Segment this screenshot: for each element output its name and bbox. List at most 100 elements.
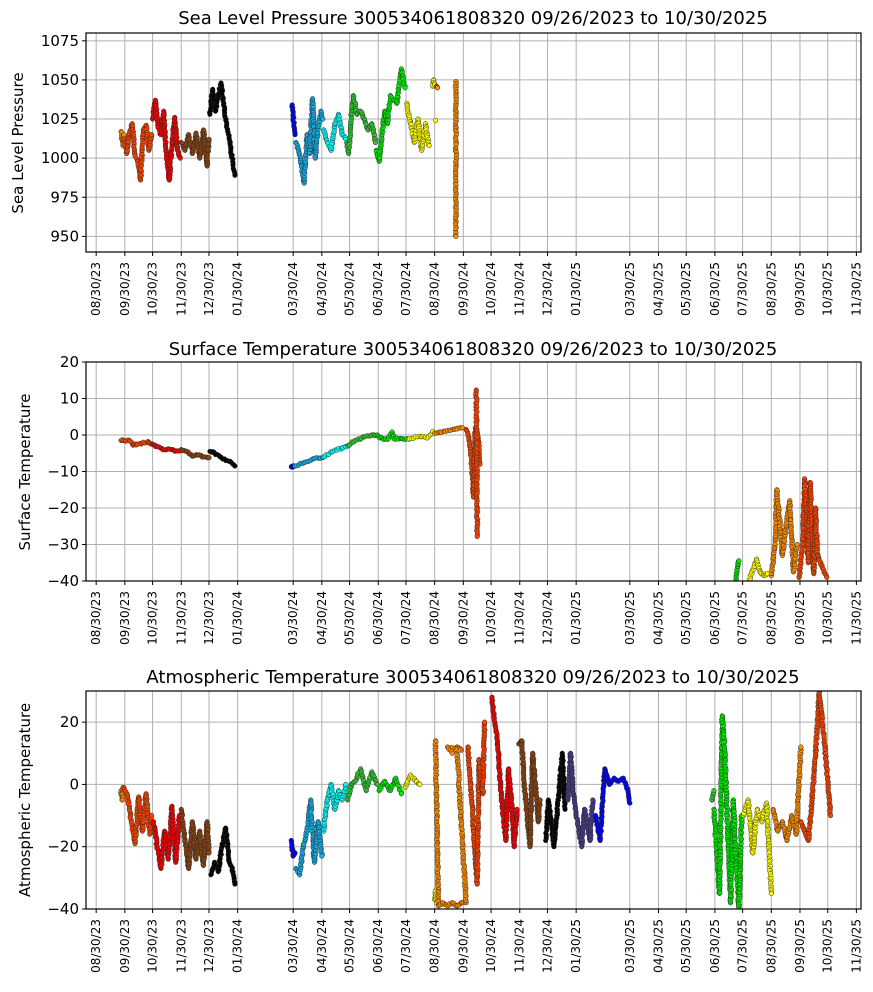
y-axis-label: Atmospheric Temperature (16, 703, 34, 897)
series-blue (593, 766, 633, 844)
x-tick-label: 10/30/23 (146, 591, 160, 645)
data-point (562, 806, 568, 812)
data-point (736, 558, 742, 564)
x-tick-label: 05/30/25 (679, 591, 693, 645)
y-tick-label: 1000 (41, 149, 79, 167)
data-point (482, 719, 488, 725)
series-red (489, 694, 520, 850)
data-point (627, 800, 633, 806)
series-cyan (320, 781, 349, 834)
y-tick-label: 20 (60, 353, 79, 371)
data-point (343, 781, 349, 787)
x-tick-label: 10/30/25 (821, 262, 835, 316)
series-brown (178, 127, 212, 169)
series-limegreen (345, 766, 380, 803)
grid (86, 33, 861, 252)
x-tick-label: 04/30/25 (651, 262, 665, 316)
data-point (426, 143, 432, 149)
y-tick-label: 0 (69, 426, 79, 444)
x-tick-label: 10/30/24 (484, 591, 498, 645)
data-point (206, 850, 212, 856)
series-red (150, 803, 182, 872)
x-tick-label: 07/30/24 (399, 591, 413, 645)
x-tick-label: 07/30/24 (399, 262, 413, 316)
x-tick-label: 03/30/25 (623, 262, 637, 316)
x-tick-label: 08/30/25 (764, 262, 778, 316)
atmospheric-temperature-chart: Atmospheric Temperature 300534061808320 … (16, 667, 863, 973)
x-tick-label: 12/30/23 (202, 591, 216, 645)
data-point (824, 574, 830, 580)
x-tick-label: 06/30/25 (708, 591, 722, 645)
series-blue (288, 837, 298, 859)
data-point (402, 85, 408, 91)
series-orangered (121, 437, 155, 448)
data-point (149, 132, 155, 138)
series-orangered (121, 121, 155, 183)
x-tick-label: 08/30/24 (428, 262, 442, 316)
data-point (449, 750, 455, 756)
y-axis-label: Sea Level Pressure (9, 72, 27, 213)
series-deepskyblue (293, 96, 326, 186)
y-axis-label: Surface Temperature (16, 394, 34, 551)
series-yellow (433, 118, 439, 124)
series-orangered (473, 387, 481, 540)
y-tick-label: 10 (60, 390, 79, 408)
y-tick-label: 1050 (41, 71, 79, 89)
x-tick-label: 10/30/23 (146, 262, 160, 316)
x-tick-label: 10/30/24 (484, 262, 498, 316)
series-black (207, 80, 238, 178)
data-point (206, 136, 212, 142)
x-tick-label: 01/30/24 (231, 591, 245, 645)
series-lime (733, 558, 742, 581)
data-point (590, 797, 596, 803)
series-blue (289, 102, 298, 138)
data-point (206, 455, 212, 461)
data-point (232, 881, 238, 887)
x-tick-label: 03/30/24 (286, 262, 300, 316)
series-orangered (465, 719, 488, 887)
data-point (320, 116, 326, 122)
data-point (149, 813, 155, 819)
series-orange (768, 487, 800, 579)
chart-title: Atmospheric Temperature 300534061808320 … (146, 667, 799, 688)
y-tick-label: 1075 (41, 32, 79, 50)
series-deepskyblue (293, 797, 325, 878)
series-lime (711, 713, 745, 909)
x-tick-label: 11/30/23 (174, 591, 188, 645)
series-orange (432, 425, 465, 436)
x-tick-label: 06/30/24 (371, 591, 385, 645)
x-tick-label: 09/30/24 (456, 262, 470, 316)
series-red (150, 441, 182, 454)
series-limegreen (346, 432, 380, 448)
data-point (232, 172, 238, 178)
series-brown (516, 738, 543, 850)
y-tick-label: −20 (47, 499, 79, 517)
series-brown (178, 806, 212, 872)
series-yellow (404, 100, 432, 153)
series-red (150, 97, 183, 183)
x-tick-label: 03/30/24 (286, 591, 300, 645)
x-tick-label: 09/30/25 (793, 591, 807, 645)
series-black (208, 825, 238, 887)
series-orange (452, 78, 460, 239)
data-point (514, 806, 520, 812)
series-black (543, 750, 568, 850)
x-tick-label: 01/30/24 (231, 262, 245, 316)
data-point (474, 533, 480, 540)
x-tick-label: 01/30/25 (569, 262, 583, 316)
data-point (433, 118, 439, 124)
series-orangered (121, 784, 155, 847)
series-darkslateblue (565, 750, 596, 850)
data-point (453, 233, 459, 239)
data-point (177, 155, 183, 161)
data-points (118, 691, 834, 909)
y-tick-label: 975 (50, 188, 79, 206)
y-tick-label: 950 (50, 227, 79, 245)
y-tick-label: 1025 (41, 110, 79, 128)
x-tick-label: 12/30/23 (202, 262, 216, 316)
series-lime (375, 429, 410, 443)
x-tick-label: 12/30/24 (540, 591, 554, 645)
series-orange (433, 83, 440, 91)
x-tick-label: 06/30/24 (371, 262, 385, 316)
